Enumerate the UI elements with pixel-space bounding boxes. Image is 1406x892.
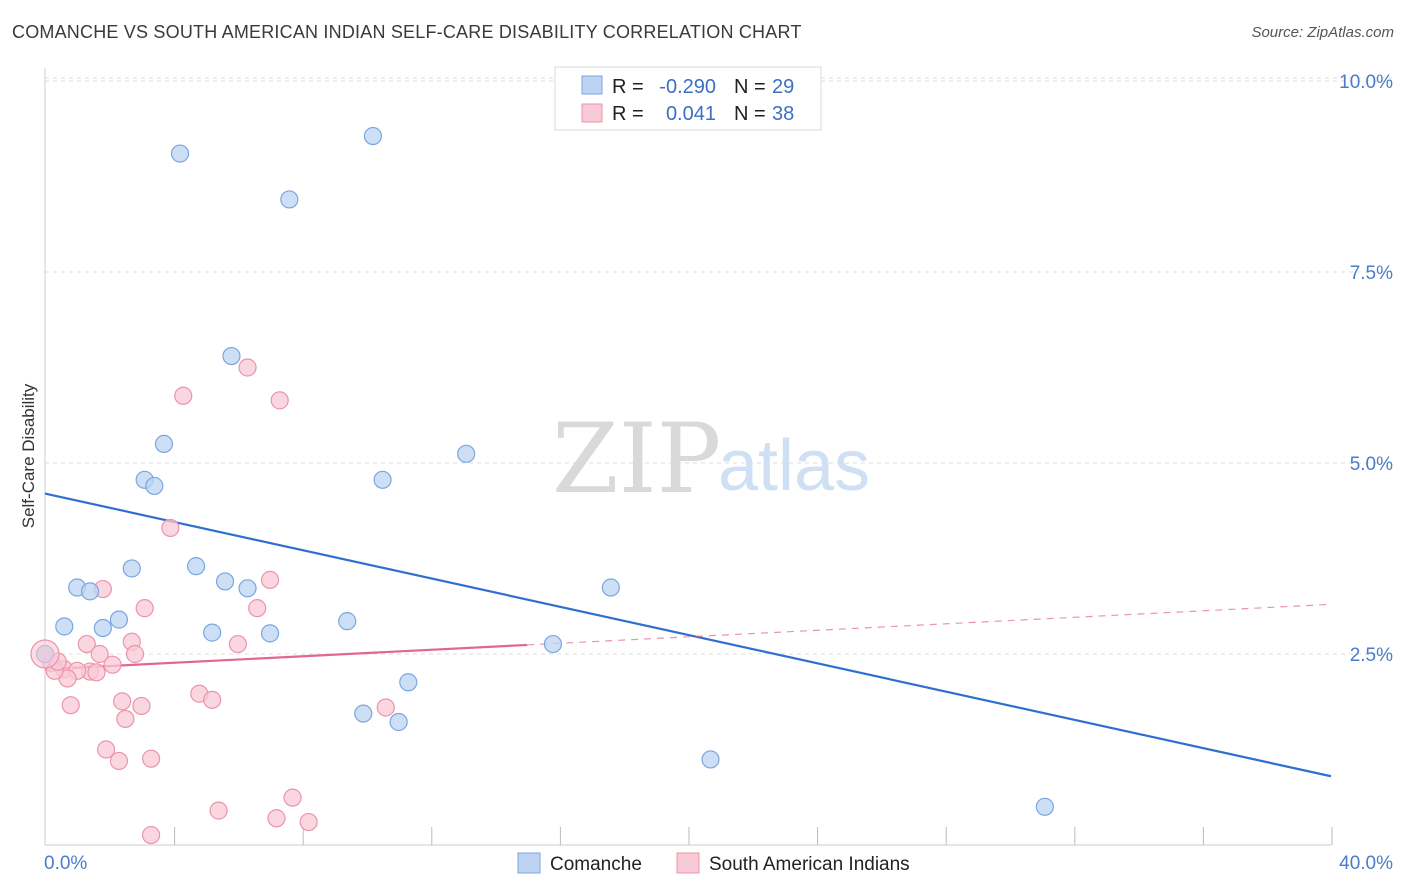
point-comanche (215, 572, 235, 591)
correlation-legend: R = -0.290 N = 29 R = 0.041 N = 38 (554, 66, 822, 131)
bottom-legend-label-sai: South American Indians (709, 854, 910, 875)
legend-r-label-sai: R = (612, 103, 644, 125)
y-tick-label: 2.5% (1350, 645, 1393, 666)
point-comanche (363, 126, 383, 146)
point-sai (283, 788, 302, 807)
point-comanche (238, 579, 257, 598)
legend-r-value-comanche: -0.290 (659, 76, 716, 98)
legend-n-label-sai: N = (734, 103, 766, 125)
bottom-legend-swatch-sai (676, 852, 700, 874)
point-sai (103, 655, 122, 674)
trendline-sai-solid (44, 643, 528, 671)
point-sai (132, 696, 151, 716)
point-sai (260, 570, 280, 589)
point-sai (270, 391, 289, 410)
watermark-zip: ZIP (552, 403, 721, 515)
point-comanche (187, 557, 206, 576)
point-sai (203, 690, 222, 709)
legend-n-value-sai: 38 (772, 103, 794, 125)
point-comanche (457, 444, 476, 463)
trendline-sai-dashed (527, 603, 1332, 646)
point-sai (87, 663, 106, 682)
legend-r-value-sai: 0.041 (666, 103, 716, 125)
point-comanche (399, 673, 418, 692)
point-comanche (354, 704, 373, 723)
point-comanche (543, 634, 563, 654)
y-tick-label: 10.0% (1339, 72, 1393, 93)
point-sai (116, 709, 135, 729)
point-sai (77, 634, 96, 654)
point-sai (376, 698, 395, 717)
point-comanche (260, 624, 280, 643)
point-sai (141, 749, 161, 768)
point-comanche (170, 144, 190, 163)
point-comanche (1035, 797, 1054, 816)
point-comanche (145, 476, 164, 496)
legend-swatch-comanche (581, 75, 603, 95)
point-sai (248, 599, 267, 618)
point-sai (209, 801, 228, 820)
bottom-legend-label-comanche: Comanche (550, 854, 642, 875)
y-tick-label: 7.5% (1350, 263, 1393, 284)
point-comanche (109, 610, 129, 629)
legend-r-label-comanche: R = (612, 76, 644, 98)
point-comanche (55, 617, 74, 636)
watermark-atlas: atlas (718, 426, 870, 506)
point-sai (238, 358, 257, 377)
trendline-comanche (44, 492, 1332, 778)
point-comanche (93, 618, 112, 638)
points-layer (30, 126, 1054, 845)
point-sai (267, 809, 286, 828)
point-sai (141, 825, 161, 845)
point-comanche (701, 750, 720, 769)
point-comanche (373, 470, 392, 489)
point-sai (135, 599, 154, 618)
x-tick-label: 40.0% (1339, 853, 1393, 874)
point-comanche (601, 578, 620, 597)
point-cluster-sai (30, 639, 60, 669)
point-sai (228, 634, 247, 654)
point-comanche (80, 582, 100, 601)
point-sai (161, 518, 180, 538)
point-sai (125, 644, 145, 664)
point-comanche (222, 346, 241, 366)
point-comanche (122, 559, 141, 578)
point-comanche (338, 612, 357, 631)
point-sai (113, 692, 132, 711)
legend-n-label-comanche: N = (734, 76, 766, 98)
trend-layer (44, 492, 1332, 778)
point-comanche (154, 434, 174, 453)
point-sai (96, 740, 116, 759)
point-comanche (203, 623, 222, 642)
series-legend: Comanche South American Indians (517, 852, 910, 875)
source-credit: Source: ZipAtlas.com (1251, 24, 1394, 41)
point-sai (174, 386, 193, 405)
legend-n-value-comanche: 29 (772, 76, 794, 98)
point-sai (61, 696, 80, 715)
y-tick-label: 5.0% (1350, 454, 1393, 475)
point-comanche (389, 712, 408, 732)
y-axis-label: Self-Care Disability (19, 383, 38, 528)
point-sai (90, 644, 109, 664)
point-comanche (280, 190, 299, 209)
point-sai (109, 751, 129, 771)
watermark: ZIP atlas (552, 403, 870, 515)
x-tick-label: 0.0% (44, 853, 87, 874)
point-sai (299, 812, 318, 832)
chart-title: COMANCHE VS SOUTH AMERICAN INDIAN SELF-C… (12, 22, 802, 42)
legend-swatch-sai (581, 103, 603, 123)
bottom-legend-swatch-comanche (517, 852, 541, 874)
axes-layer: 2.5% 5.0% 7.5% 10.0% 0.0% 40.0% (44, 68, 1393, 874)
